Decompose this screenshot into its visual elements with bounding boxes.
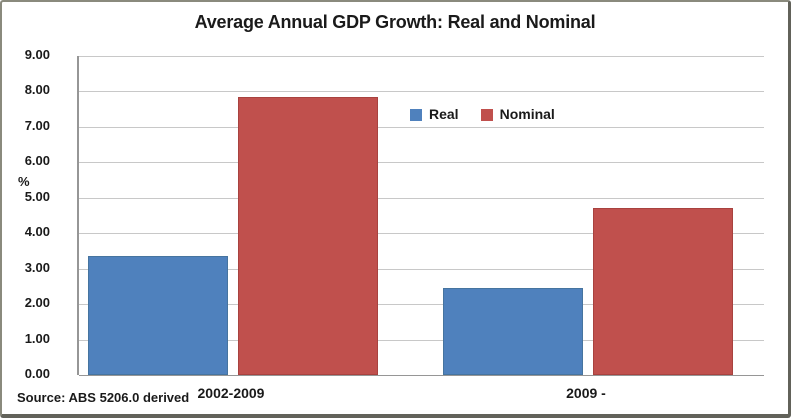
gridline-5 [79, 197, 764, 199]
bar-nominal-2002-2009 [238, 97, 378, 375]
chart-title: Average Annual GDP Growth: Real and Nomi… [194, 12, 596, 32]
y-tick-label-2.00: 2.00 [24, 295, 50, 311]
gridline-0 [79, 375, 764, 376]
gridline-3 [79, 268, 764, 270]
legend-swatch-nominal [480, 108, 493, 121]
legend-label-real: Real [429, 106, 459, 122]
gridline-6 [79, 162, 764, 164]
gridline-8 [79, 91, 764, 93]
x-category-label-2: 2009 - [566, 385, 606, 401]
gridline-9 [79, 56, 764, 57]
bar-nominal-2009- [593, 208, 733, 375]
y-tick-label-3.00: 3.00 [24, 259, 50, 275]
source-note: Source: ABS 5206.0 derived [17, 390, 190, 405]
y-tick-label-7.00: 7.00 [24, 117, 50, 133]
gridline-7 [79, 126, 764, 128]
y-tick-label-5.00: 5.00 [24, 188, 50, 204]
y-axis-unit-label: % [18, 174, 30, 189]
y-tick-label-6.00: 6.00 [24, 153, 50, 169]
legend-swatch-real [410, 108, 422, 121]
y-tick-label-0.00: 0.00 [24, 366, 50, 381]
gridline-4 [79, 233, 764, 235]
gridline-1 [79, 339, 764, 341]
bar-real-2009- [443, 288, 583, 375]
plot-area [77, 56, 764, 376]
y-tick-label-1.00: 1.00 [24, 330, 50, 346]
y-tick-label-9.00: 9.00 [24, 47, 50, 62]
y-tick-label-8.00: 8.00 [24, 82, 50, 98]
bar-real-2002-2009 [88, 256, 228, 375]
y-tick-label-4.00: 4.00 [24, 224, 50, 240]
legend: Real Nominal [410, 106, 555, 122]
legend-label-nominal: Nominal [499, 106, 555, 122]
x-category-label-1: 2002-2009 [197, 385, 265, 401]
gridline-2 [79, 304, 764, 306]
